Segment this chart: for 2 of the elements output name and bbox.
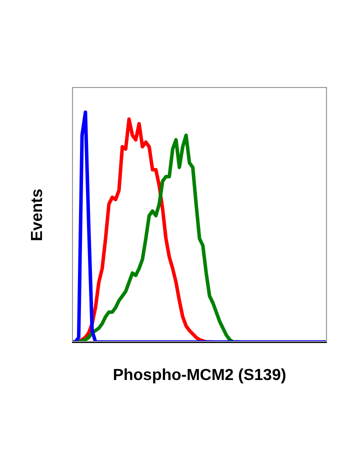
x-axis-title: Phospho-MCM2 (S139) bbox=[112, 367, 286, 385]
y-axis-title: Events bbox=[29, 188, 47, 241]
